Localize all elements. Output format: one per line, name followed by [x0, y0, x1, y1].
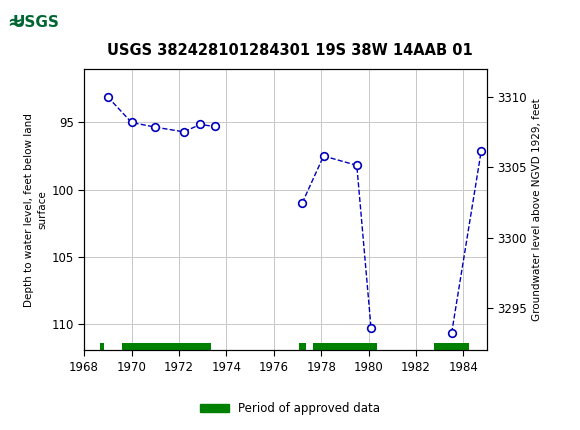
Y-axis label: Groundwater level above NGVD 1929, feet: Groundwater level above NGVD 1929, feet: [531, 98, 542, 321]
Bar: [100, 343, 104, 350]
Bar: [313, 343, 377, 350]
Bar: [434, 343, 469, 350]
Text: ≈: ≈: [7, 14, 22, 31]
Text: USGS: USGS: [13, 15, 60, 30]
Y-axis label: Depth to water level, feet below land
surface: Depth to water level, feet below land su…: [24, 113, 47, 307]
FancyBboxPatch shape: [5, 3, 68, 42]
Bar: [122, 343, 211, 350]
Legend: Period of approved data: Period of approved data: [195, 397, 385, 420]
Bar: [299, 343, 306, 350]
Text: USGS 382428101284301 19S 38W 14AAB 01: USGS 382428101284301 19S 38W 14AAB 01: [107, 43, 473, 58]
